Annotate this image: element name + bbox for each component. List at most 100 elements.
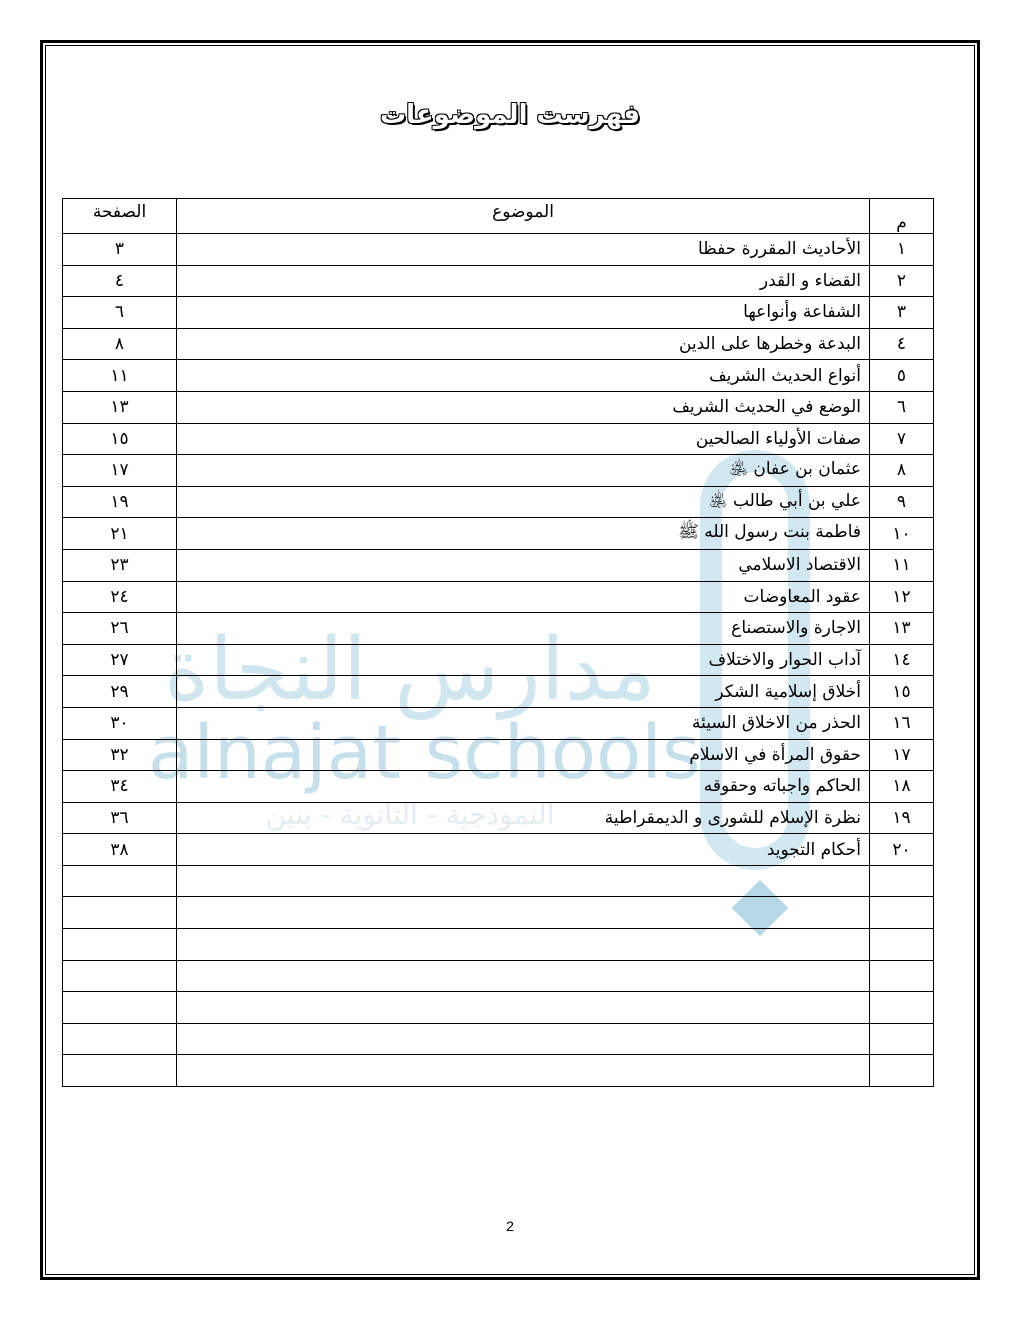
table-row: ٩ علي بن أبي طالب ﵁ ١٩ (62, 485, 934, 519)
cell-topic (176, 896, 870, 930)
cell-page: ١٥ (62, 422, 177, 456)
cell-page: ٣ (62, 233, 177, 266)
cell-topic: عثمان بن عفان ﵁ (176, 454, 870, 487)
cell-topic: أحكام التجويد (176, 833, 870, 866)
table-row: ٧ صفات الأولياء الصالحين ١٥ (62, 422, 934, 456)
cell-page: ٣٢ (62, 738, 177, 772)
table-row: ٢ القضاء و القدر ٤ (62, 264, 934, 298)
cell-topic (176, 864, 870, 898)
table-row (62, 1022, 934, 1056)
cell-num: ١٦ (869, 706, 934, 740)
cell-num: ٤ (869, 327, 934, 361)
cell-page: ١٣ (62, 390, 177, 424)
cell-page: ٦ (62, 296, 177, 329)
cell-num: ١٧ (869, 738, 934, 772)
cell-page: ٢٩ (62, 675, 177, 708)
cell-num: ١٠ (869, 517, 934, 550)
cell-topic: نظرة الإسلام للشورى و الديمقراطية (176, 801, 870, 835)
table-row: ١ الأحاديث المقررة حفظا ٣ (62, 233, 934, 266)
cell-topic: القضاء و القدر (176, 264, 870, 298)
cell-topic: الحاكم واجباته وحقوقه (176, 770, 870, 803)
cell-num: ٥ (869, 359, 934, 392)
cell-page: ٨ (62, 327, 177, 361)
table-row: ١١ الاقتصاد الاسلامي ٢٣ (62, 548, 934, 582)
table-row (62, 1054, 934, 1088)
table-row: ١٤ آداب الحوار والاختلاف ٢٧ (62, 643, 934, 677)
cell-topic: الأحاديث المقررة حفظا (176, 233, 870, 266)
table-row: ٢٠ أحكام التجويد ٣٨ (62, 833, 934, 866)
cell-page: ٣٨ (62, 833, 177, 866)
cell-num: ٨ (869, 454, 934, 487)
page-border-outer (40, 40, 980, 1280)
cell-page (62, 928, 177, 961)
page-title: فهرست الموضوعات (380, 100, 640, 130)
cell-page: ٢٦ (62, 612, 177, 645)
table-row: ١٩ نظرة الإسلام للشورى و الديمقراطية ٣٦ (62, 801, 934, 835)
cell-topic: فاطمة بنت رسول الله ﷺ (176, 517, 870, 550)
cell-page (62, 1054, 177, 1088)
cell-num (869, 991, 934, 1024)
cell-page: ٤ (62, 264, 177, 298)
cell-page (62, 1022, 177, 1056)
table-row: ٣ الشفاعة وأنواعها ٦ (62, 296, 934, 329)
cell-num: ١ (869, 233, 934, 266)
cell-topic (176, 991, 870, 1024)
cell-topic: الاجارة والاستصناع (176, 612, 870, 645)
table-row: ١٢ عقود المعاوضات ٢٤ (62, 580, 934, 614)
cell-topic: البدعة وخطرها على الدين (176, 327, 870, 361)
page-border-inner (45, 45, 975, 1275)
cell-page: ٢١ (62, 517, 177, 550)
cell-num: ١٤ (869, 643, 934, 677)
cell-topic (176, 928, 870, 961)
table-header-row: م الموضوع الصفحة (62, 198, 934, 234)
cell-topic (176, 959, 870, 993)
table-row (62, 959, 934, 993)
cell-page: ٣٠ (62, 706, 177, 740)
table-row: ١٧ حقوق المرأة في الاسلام ٣٢ (62, 738, 934, 772)
cell-page: ١٩ (62, 485, 177, 519)
cell-topic: أنواع الحديث الشريف (176, 359, 870, 392)
cell-num (869, 864, 934, 898)
cell-page: ٣٦ (62, 801, 177, 835)
cell-num: ١٣ (869, 612, 934, 645)
cell-num: ١٩ (869, 801, 934, 835)
cell-num: ١٥ (869, 675, 934, 708)
cell-num (869, 896, 934, 930)
cell-topic: صفات الأولياء الصالحين (176, 422, 870, 456)
cell-num: ٩ (869, 485, 934, 519)
cell-page (62, 959, 177, 993)
cell-topic: عقود المعاوضات (176, 580, 870, 614)
table-row (62, 991, 934, 1024)
cell-topic: آداب الحوار والاختلاف (176, 643, 870, 677)
table-row: ١٨ الحاكم واجباته وحقوقه ٣٤ (62, 770, 934, 803)
cell-num: ٢٠ (869, 833, 934, 866)
cell-num: ١٨ (869, 770, 934, 803)
cell-page: ١١ (62, 359, 177, 392)
cell-num (869, 1022, 934, 1056)
table-row: ٤ البدعة وخطرها على الدين ٨ (62, 327, 934, 361)
cell-page (62, 896, 177, 930)
table-row: ٨ عثمان بن عفان ﵁ ١٧ (62, 454, 934, 487)
cell-page: ٣٤ (62, 770, 177, 803)
cell-topic: حقوق المرأة في الاسلام (176, 738, 870, 772)
cell-num: ١١ (869, 548, 934, 582)
page-number: 2 (506, 1218, 514, 1234)
contents-table: م الموضوع الصفحة ١ الأحاديث المقررة حفظا ٣… (62, 198, 934, 1088)
cell-topic: علي بن أبي طالب ﵁ (176, 485, 870, 519)
table-row: ٦ الوضع في الحديث الشريف ١٣ (62, 390, 934, 424)
table-row: ٥ أنواع الحديث الشريف ١١ (62, 359, 934, 392)
cell-topic: الحذر من الاخلاق السيئة (176, 706, 870, 740)
header-topic: الموضوع (176, 198, 870, 234)
cell-num (869, 1054, 934, 1088)
table-row: ١٦ الحذر من الاخلاق السيئة ٣٠ (62, 706, 934, 740)
cell-page: ٢٣ (62, 548, 177, 582)
cell-topic (176, 1054, 870, 1088)
cell-topic: أخلاق إسلامية الشكر (176, 675, 870, 708)
table-row (62, 864, 934, 898)
cell-num: ١٢ (869, 580, 934, 614)
table-row (62, 896, 934, 930)
table-row: ١٣ الاجارة والاستصناع ٢٦ (62, 612, 934, 645)
cell-page: ٢٤ (62, 580, 177, 614)
cell-num: ٢ (869, 264, 934, 298)
cell-page: ٢٧ (62, 643, 177, 677)
